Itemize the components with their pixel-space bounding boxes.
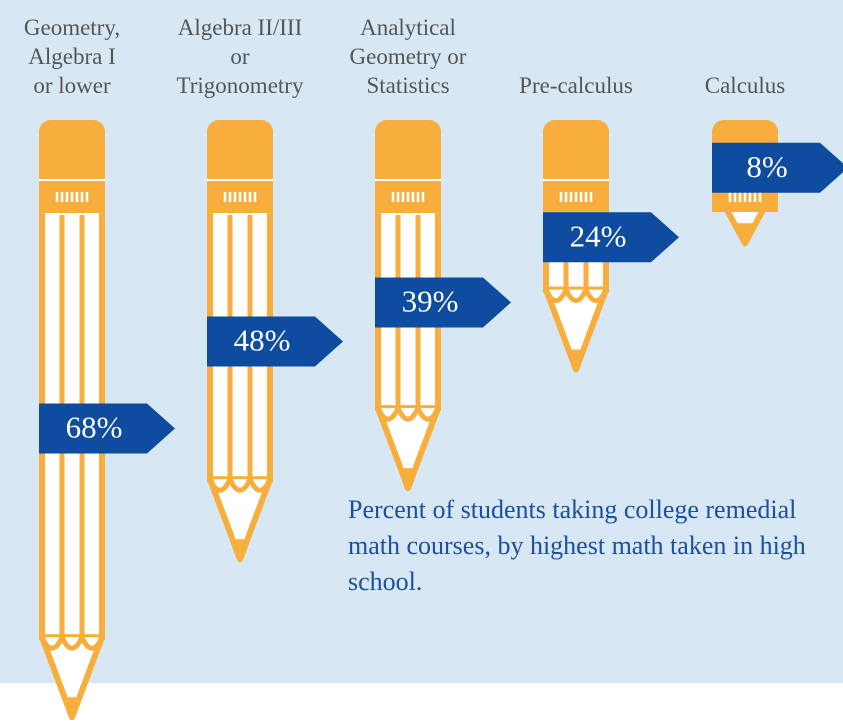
chart: 68% 48% 39% 24% 8% [0,0,843,723]
value-label: 8% [746,149,787,184]
pencil-ferrule [39,170,105,212]
pencil-ferrule [375,170,441,212]
value-label: 39% [402,284,459,319]
value-label: 24% [570,218,627,253]
pencil-ferrule [543,170,609,212]
chart-note: Percent of students taking college remed… [348,492,818,600]
value-label: 68% [66,410,123,445]
value-label: 48% [234,323,291,358]
pencil-ferrule [207,170,273,212]
page: {"chart_data": {"type": "bar", "categori… [0,0,843,723]
